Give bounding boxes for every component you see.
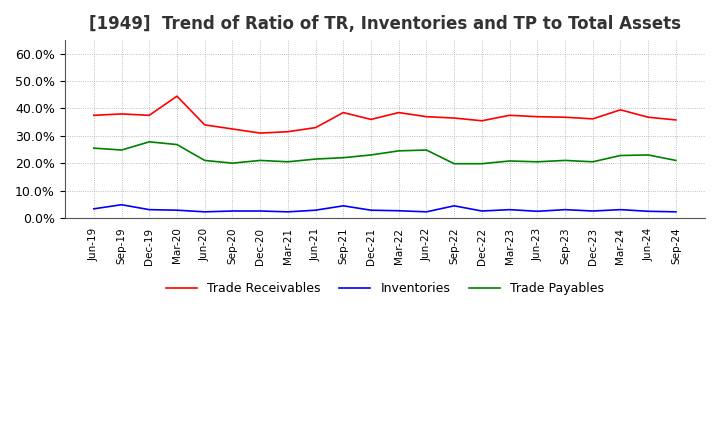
Trade Payables: [450, 161, 459, 166]
Trade Receivables: [89, 113, 98, 118]
Inventories: [173, 208, 181, 213]
Trade Receivables: [200, 122, 209, 128]
Trade Payables: [339, 155, 348, 160]
Inventories: [616, 207, 625, 212]
Trade Receivables: [477, 118, 486, 123]
Trade Receivables: [672, 117, 680, 123]
Inventories: [395, 208, 403, 213]
Trade Payables: [561, 158, 570, 163]
Trade Payables: [200, 158, 209, 163]
Trade Receivables: [256, 130, 264, 136]
Trade Payables: [117, 147, 126, 153]
Inventories: [366, 208, 375, 213]
Inventories: [311, 208, 320, 213]
Trade Receivables: [228, 126, 237, 132]
Trade Payables: [422, 147, 431, 153]
Trade Payables: [284, 159, 292, 165]
Trade Receivables: [339, 110, 348, 115]
Inventories: [561, 207, 570, 212]
Inventories: [533, 209, 541, 214]
Trade Payables: [89, 146, 98, 151]
Trade Receivables: [616, 107, 625, 113]
Inventories: [588, 209, 597, 214]
Inventories: [672, 209, 680, 214]
Trade Receivables: [505, 113, 514, 118]
Trade Receivables: [366, 117, 375, 122]
Inventories: [422, 209, 431, 214]
Trade Receivables: [644, 114, 652, 120]
Trade Payables: [256, 158, 264, 163]
Trade Receivables: [533, 114, 541, 119]
Trade Receivables: [450, 115, 459, 121]
Inventories: [644, 209, 652, 214]
Trade Receivables: [117, 111, 126, 117]
Line: Trade Payables: Trade Payables: [94, 142, 676, 164]
Inventories: [339, 203, 348, 209]
Inventories: [145, 207, 153, 212]
Trade Payables: [644, 152, 652, 158]
Inventories: [284, 209, 292, 214]
Line: Inventories: Inventories: [94, 205, 676, 212]
Inventories: [256, 209, 264, 214]
Inventories: [89, 206, 98, 212]
Trade Receivables: [395, 110, 403, 115]
Trade Receivables: [561, 114, 570, 120]
Trade Payables: [477, 161, 486, 166]
Line: Trade Receivables: Trade Receivables: [94, 96, 676, 133]
Trade Payables: [672, 158, 680, 163]
Trade Receivables: [311, 125, 320, 130]
Trade Payables: [173, 142, 181, 147]
Inventories: [228, 209, 237, 214]
Trade Receivables: [284, 129, 292, 134]
Trade Payables: [311, 156, 320, 161]
Legend: Trade Receivables, Inventories, Trade Payables: Trade Receivables, Inventories, Trade Pa…: [161, 278, 609, 301]
Inventories: [200, 209, 209, 214]
Trade Receivables: [173, 94, 181, 99]
Trade Payables: [616, 153, 625, 158]
Trade Payables: [588, 159, 597, 165]
Trade Payables: [366, 152, 375, 158]
Inventories: [450, 203, 459, 209]
Inventories: [477, 209, 486, 214]
Trade Receivables: [588, 116, 597, 121]
Title: [1949]  Trend of Ratio of TR, Inventories and TP to Total Assets: [1949] Trend of Ratio of TR, Inventories…: [89, 15, 681, 33]
Inventories: [117, 202, 126, 207]
Trade Payables: [395, 148, 403, 154]
Trade Receivables: [145, 113, 153, 118]
Trade Receivables: [422, 114, 431, 119]
Trade Payables: [145, 139, 153, 144]
Trade Payables: [228, 161, 237, 166]
Trade Payables: [505, 158, 514, 164]
Trade Payables: [533, 159, 541, 165]
Inventories: [505, 207, 514, 212]
